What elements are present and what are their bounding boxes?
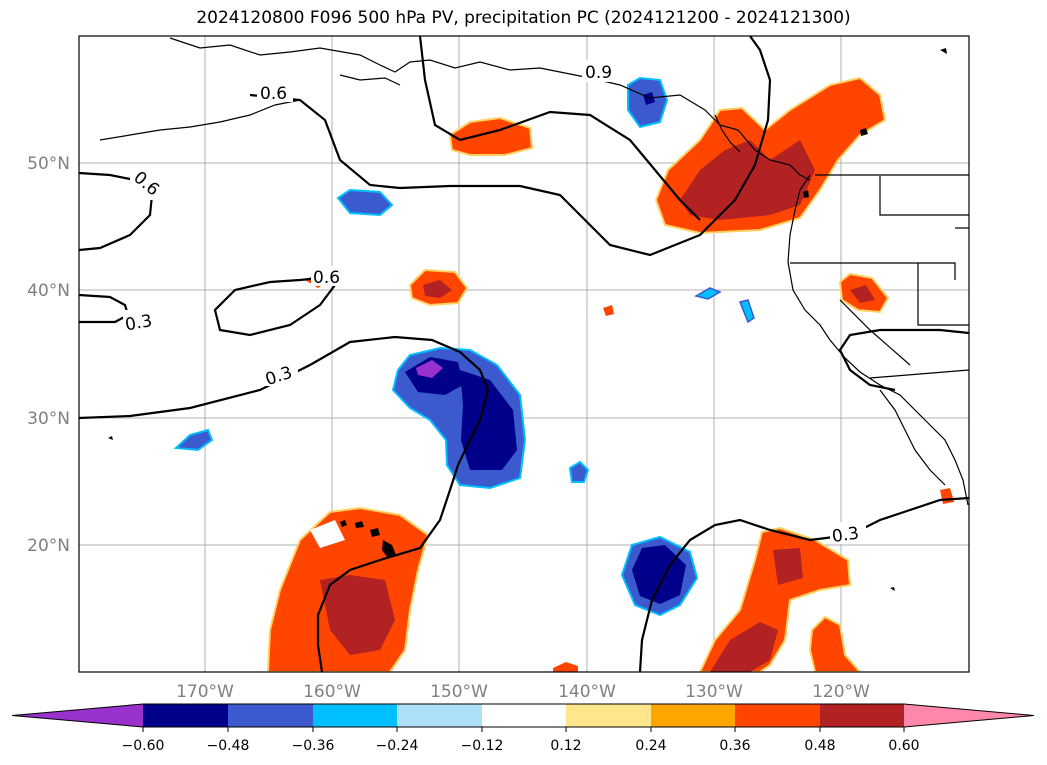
pv-contour-labels: 0.6 0.9 0.6 0.6 0.3 0.3 0.3 [123,60,866,547]
colorbar-tick-label: −0.24 [376,738,419,754]
precip-positive-areas [266,76,954,672]
colorbar-tick-label: −0.48 [207,738,250,754]
islands [108,48,947,591]
colorbar-segment [482,704,566,727]
coast-west-us [787,174,969,506]
lon-label-120w: 120°W [812,682,870,702]
pv-contour-0-3-east [638,496,969,672]
map-title: 2024120800 F096 500 hPa PV, precipitatio… [196,8,851,28]
colorbar-extend-low [12,704,143,727]
colorbar-tick-label: −0.36 [292,738,335,754]
pv-contour-0-6-north [79,171,154,252]
colorbar-tick-label: 0.36 [719,738,750,754]
contour-label: 0.3 [831,524,861,548]
pv-contour-0-3-west [79,293,130,324]
border-us-mexico [869,369,969,379]
colorbar-tick-label: 0.24 [635,738,666,754]
colorbar: −0.60 −0.48 −0.36 −0.24 −0.12 0.12 0.24 … [11,703,1035,754]
lon-label-170w: 170°W [176,682,234,702]
latitude-labels: 50°N 40°N 30°N 20°N [27,154,70,556]
contour-label: 0.9 [585,63,612,83]
coast-alaska [169,37,811,181]
precip-negative-areas [173,76,755,617]
colorbar-extend-high [904,704,1034,727]
lat-label-50n: 50°N [27,154,70,174]
colorbar-segment [651,704,735,727]
colorbar-segment [820,704,904,727]
contour-label: 0.3 [124,311,154,335]
colorbar-tick-label: 0.60 [888,738,919,754]
lon-label-140w: 140°W [558,682,616,702]
lon-label-160w: 160°W [303,682,361,702]
longitude-labels: 170°W 160°W 150°W 140°W 130°W 120°W [176,682,870,702]
map-area: 0.6 0.9 0.6 0.6 0.3 0.3 0.3 [79,36,969,672]
precip-area-north-pacific [448,116,534,156]
colorbar-segment [313,704,397,727]
colorbar-segment [566,704,651,727]
pv-contour-0-6-upper [249,36,772,257]
lat-label-30n: 30°N [27,409,70,429]
colorbar-tick-label: 0.12 [550,738,581,754]
hawaii-islands [340,520,396,558]
lon-label-150w: 150°W [430,682,488,702]
colorbar-segment [397,704,482,727]
colorbar-tick-label: −0.60 [122,738,165,754]
map-frame [78,35,970,673]
lon-label-130w: 130°W [685,682,743,702]
colorbar-segment [143,704,228,727]
contour-label: 0.6 [313,268,340,288]
colorbar-segment [228,704,313,727]
colorbar-segment [735,704,820,727]
pv-contour-0-9 [418,36,701,221]
contour-label: 0.6 [260,84,287,104]
colorbar-tick-label: 0.48 [804,738,835,754]
lat-label-20n: 20°N [27,536,70,556]
lat-label-40n: 40°N [27,281,70,301]
colorbar-tick-label: −0.12 [461,738,504,754]
